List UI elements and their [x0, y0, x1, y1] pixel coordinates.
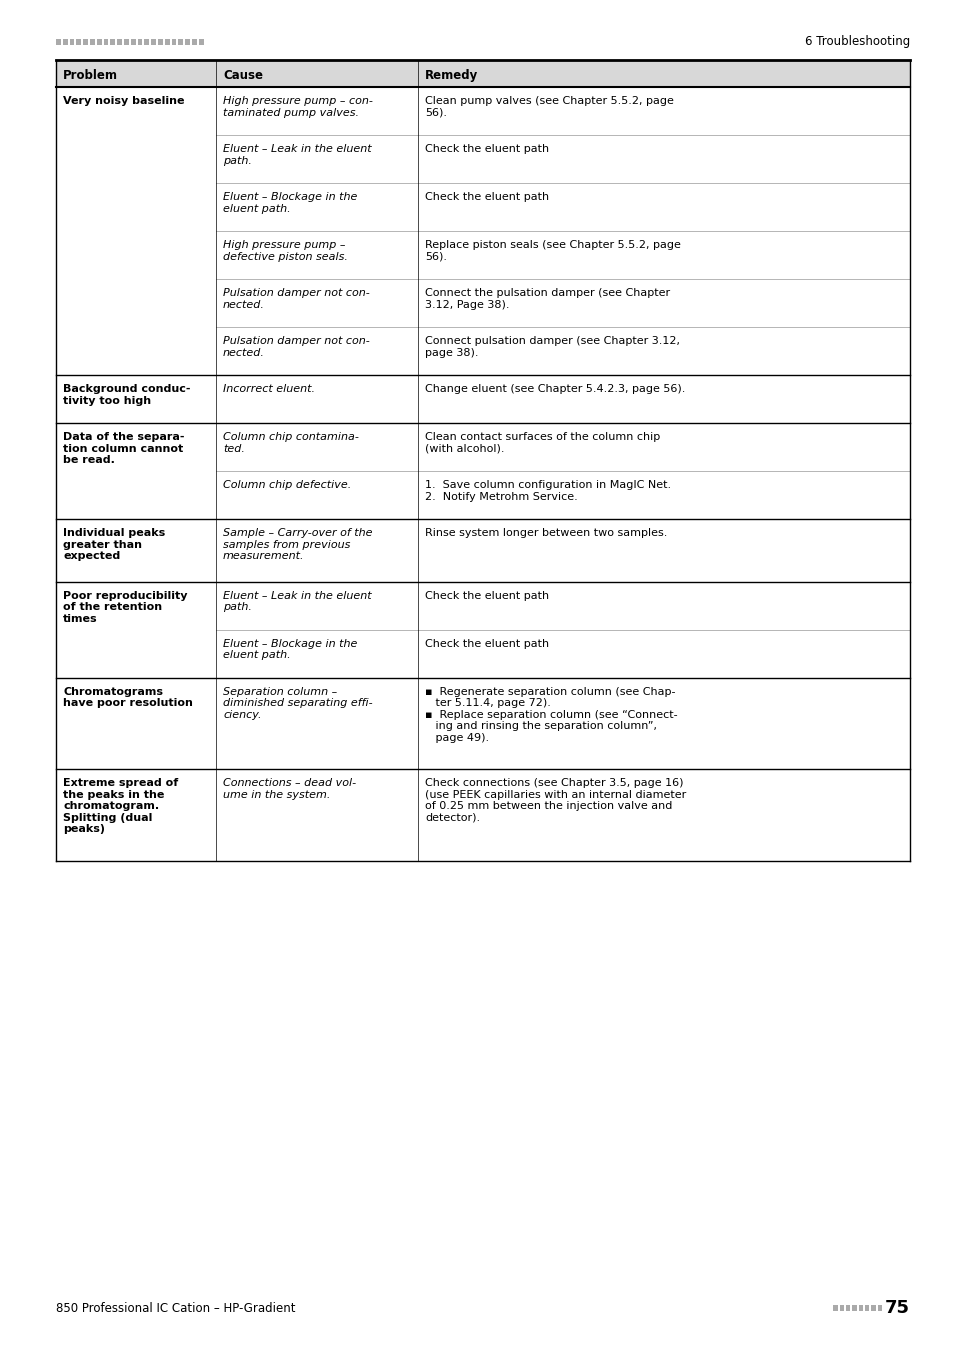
FancyBboxPatch shape: [864, 1305, 868, 1311]
Text: Eluent – Blockage in the
eluent path.: Eluent – Blockage in the eluent path.: [223, 639, 357, 660]
FancyBboxPatch shape: [839, 1305, 843, 1311]
FancyBboxPatch shape: [877, 1305, 882, 1311]
FancyBboxPatch shape: [76, 39, 81, 45]
Text: Eluent – Leak in the eluent
path.: Eluent – Leak in the eluent path.: [223, 590, 372, 612]
Text: High pressure pump –
defective piston seals.: High pressure pump – defective piston se…: [223, 240, 348, 262]
Text: Check the eluent path: Check the eluent path: [424, 590, 549, 601]
FancyBboxPatch shape: [165, 39, 170, 45]
FancyBboxPatch shape: [117, 39, 122, 45]
FancyBboxPatch shape: [63, 39, 68, 45]
Text: Incorrect eluent.: Incorrect eluent.: [223, 383, 314, 394]
FancyBboxPatch shape: [83, 39, 88, 45]
Text: Check the eluent path: Check the eluent path: [424, 192, 549, 202]
FancyBboxPatch shape: [172, 39, 176, 45]
FancyBboxPatch shape: [845, 1305, 850, 1311]
Text: 75: 75: [884, 1299, 909, 1318]
Text: Very noisy baseline: Very noisy baseline: [63, 96, 184, 107]
FancyBboxPatch shape: [124, 39, 129, 45]
Text: 6 Troubleshooting: 6 Troubleshooting: [804, 35, 909, 49]
Text: Data of the separa-
tion column cannot
be read.: Data of the separa- tion column cannot b…: [63, 432, 184, 466]
Text: Sample – Carry-over of the
samples from previous
measurement.: Sample – Carry-over of the samples from …: [223, 528, 372, 562]
FancyBboxPatch shape: [131, 39, 135, 45]
Text: Remedy: Remedy: [424, 69, 477, 82]
FancyBboxPatch shape: [851, 1305, 856, 1311]
FancyBboxPatch shape: [178, 39, 183, 45]
FancyBboxPatch shape: [870, 1305, 875, 1311]
Text: Column chip contamina-
ted.: Column chip contamina- ted.: [223, 432, 358, 454]
Text: Pulsation damper not con-
nected.: Pulsation damper not con- nected.: [223, 288, 370, 309]
Text: Problem: Problem: [63, 69, 118, 82]
Text: 1.  Save column configuration in MagIC Net.
2.  Notify Metrohm Service.: 1. Save column configuration in MagIC Ne…: [424, 481, 670, 502]
Text: Individual peaks
greater than
expected: Individual peaks greater than expected: [63, 528, 165, 562]
Text: Extreme spread of
the peaks in the
chromatogram.
Splitting (dual
peaks): Extreme spread of the peaks in the chrom…: [63, 778, 178, 834]
Text: Connections – dead vol-
ume in the system.: Connections – dead vol- ume in the syste…: [223, 778, 355, 799]
Text: Eluent – Leak in the eluent
path.: Eluent – Leak in the eluent path.: [223, 144, 372, 166]
Text: Cause: Cause: [223, 69, 263, 82]
FancyBboxPatch shape: [158, 39, 163, 45]
FancyBboxPatch shape: [137, 39, 142, 45]
Text: Check the eluent path: Check the eluent path: [424, 639, 549, 648]
FancyBboxPatch shape: [144, 39, 149, 45]
Text: 850 Professional IC Cation – HP-Gradient: 850 Professional IC Cation – HP-Gradient: [56, 1301, 295, 1315]
Text: Replace piston seals (see Chapter 5.5.2, page
56).: Replace piston seals (see Chapter 5.5.2,…: [424, 240, 680, 262]
FancyBboxPatch shape: [56, 39, 61, 45]
FancyBboxPatch shape: [185, 39, 190, 45]
Text: Chromatograms
have poor resolution: Chromatograms have poor resolution: [63, 687, 193, 709]
FancyBboxPatch shape: [56, 59, 909, 86]
FancyBboxPatch shape: [858, 1305, 862, 1311]
Text: Clean pump valves (see Chapter 5.5.2, page
56).: Clean pump valves (see Chapter 5.5.2, pa…: [424, 96, 673, 117]
Text: Check connections (see Chapter 3.5, page 16)
(use PEEK capillaries with an inter: Check connections (see Chapter 3.5, page…: [424, 778, 685, 822]
FancyBboxPatch shape: [90, 39, 94, 45]
Text: ▪  Regenerate separation column (see Chap-
   ter 5.11.4, page 72).
▪  Replace s: ▪ Regenerate separation column (see Chap…: [424, 687, 677, 742]
Text: Clean contact surfaces of the column chip
(with alcohol).: Clean contact surfaces of the column chi…: [424, 432, 659, 454]
Text: Pulsation damper not con-
nected.: Pulsation damper not con- nected.: [223, 336, 370, 358]
Text: Separation column –
diminished separating effi-
ciency.: Separation column – diminished separatin…: [223, 687, 373, 720]
Text: Column chip defective.: Column chip defective.: [223, 481, 351, 490]
Text: Rinse system longer between two samples.: Rinse system longer between two samples.: [424, 528, 667, 539]
Text: Connect pulsation damper (see Chapter 3.12,
page 38).: Connect pulsation damper (see Chapter 3.…: [424, 336, 679, 358]
FancyBboxPatch shape: [70, 39, 74, 45]
Text: Check the eluent path: Check the eluent path: [424, 144, 549, 154]
FancyBboxPatch shape: [833, 1305, 837, 1311]
Text: Eluent – Blockage in the
eluent path.: Eluent – Blockage in the eluent path.: [223, 192, 357, 213]
Text: Poor reproducibility
of the retention
times: Poor reproducibility of the retention ti…: [63, 590, 188, 624]
FancyBboxPatch shape: [111, 39, 115, 45]
FancyBboxPatch shape: [198, 39, 203, 45]
Text: Connect the pulsation damper (see Chapter
3.12, Page 38).: Connect the pulsation damper (see Chapte…: [424, 288, 669, 309]
FancyBboxPatch shape: [104, 39, 109, 45]
Text: High pressure pump – con-
taminated pump valves.: High pressure pump – con- taminated pump…: [223, 96, 373, 117]
FancyBboxPatch shape: [151, 39, 156, 45]
FancyBboxPatch shape: [192, 39, 196, 45]
Text: Change eluent (see Chapter 5.4.2.3, page 56).: Change eluent (see Chapter 5.4.2.3, page…: [424, 383, 684, 394]
Text: Background conduc-
tivity too high: Background conduc- tivity too high: [63, 383, 191, 405]
FancyBboxPatch shape: [96, 39, 101, 45]
